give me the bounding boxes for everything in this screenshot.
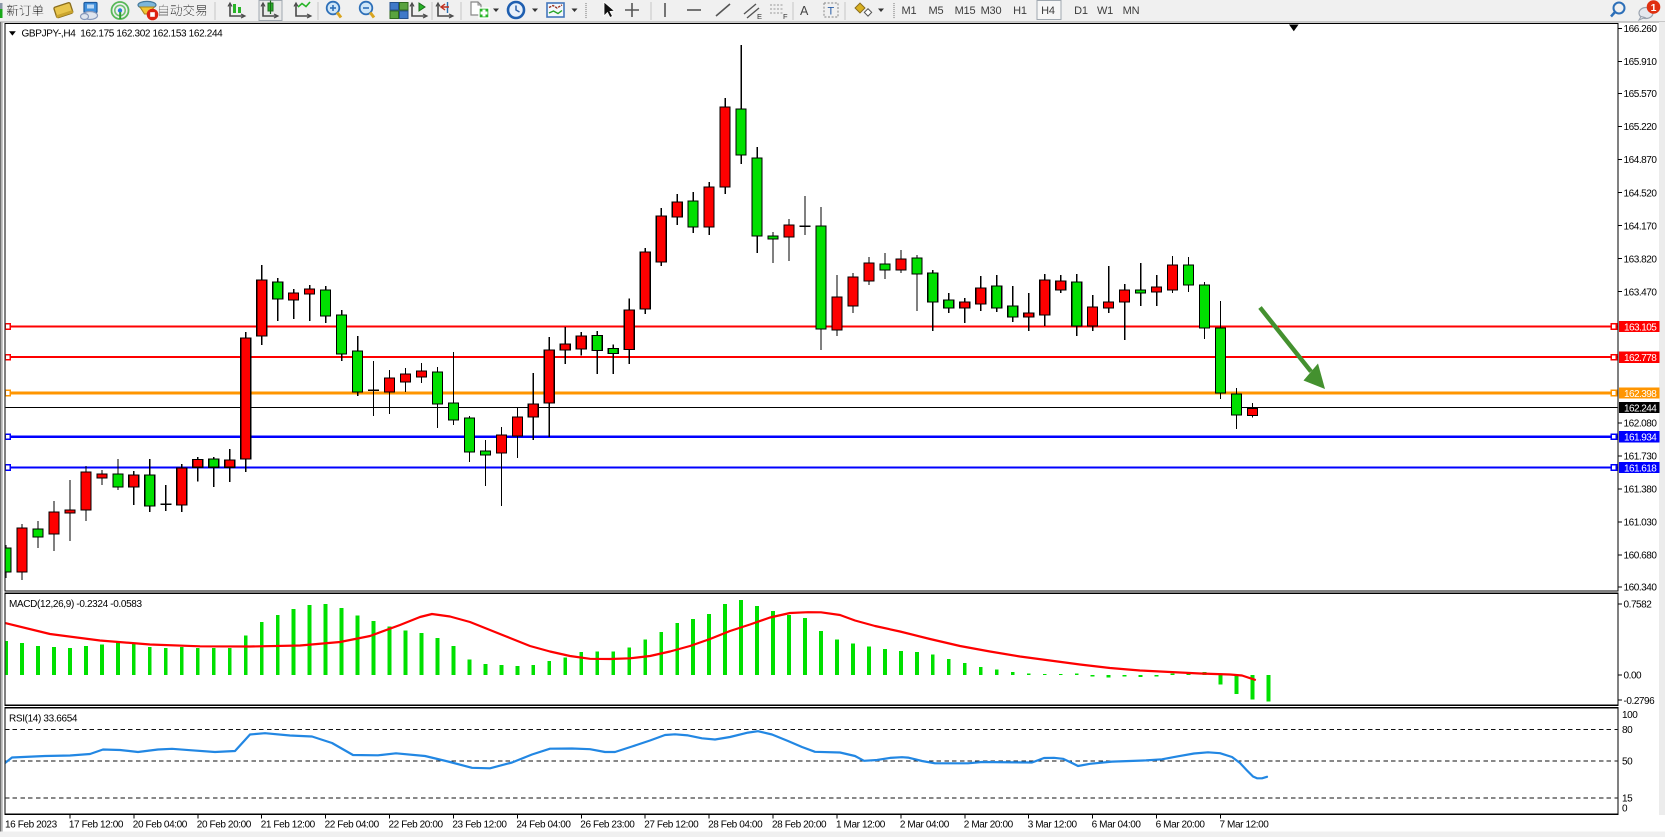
svg-text:162.778: 162.778	[1624, 353, 1657, 364]
svg-text:7 Mar 12:00: 7 Mar 12:00	[1220, 820, 1270, 831]
svg-text:MN: MN	[1123, 5, 1140, 17]
svg-text:27 Feb 12:00: 27 Feb 12:00	[644, 820, 699, 831]
svg-text:H4: H4	[1041, 5, 1055, 17]
svg-text:163.105: 163.105	[1624, 322, 1657, 333]
svg-text:28 Feb 20:00: 28 Feb 20:00	[772, 820, 827, 831]
svg-text:15: 15	[1622, 794, 1633, 805]
svg-text:162.244: 162.244	[1624, 403, 1657, 414]
svg-text:100: 100	[1622, 710, 1638, 721]
svg-text:164.170: 164.170	[1624, 221, 1658, 232]
svg-text:RSI(14) 33.6654: RSI(14) 33.6654	[9, 714, 78, 725]
svg-text:160.340: 160.340	[1624, 583, 1658, 594]
svg-text:161.618: 161.618	[1624, 463, 1657, 474]
svg-text:165.910: 165.910	[1624, 57, 1658, 68]
svg-text:D1: D1	[1074, 5, 1088, 17]
svg-text:-0.2796: -0.2796	[1624, 696, 1656, 707]
svg-text:23 Feb 12:00: 23 Feb 12:00	[452, 820, 507, 831]
svg-text:0.7582: 0.7582	[1624, 599, 1653, 610]
svg-text:6 Mar 04:00: 6 Mar 04:00	[1092, 820, 1142, 831]
svg-text:M1: M1	[902, 5, 917, 17]
svg-text:165.570: 165.570	[1624, 89, 1658, 100]
svg-text:161.030: 161.030	[1624, 518, 1658, 529]
svg-text:163.820: 163.820	[1624, 254, 1658, 265]
svg-text:161.730: 161.730	[1624, 452, 1658, 463]
svg-text:E: E	[757, 12, 762, 21]
svg-text:M30: M30	[981, 5, 1002, 17]
svg-text:1 Mar 12:00: 1 Mar 12:00	[836, 820, 886, 831]
svg-text:162.398: 162.398	[1624, 389, 1657, 400]
svg-text:24 Feb 04:00: 24 Feb 04:00	[516, 820, 571, 831]
svg-text:21 Feb 12:00: 21 Feb 12:00	[261, 820, 316, 831]
svg-text:GBPJPY-,H4 162.175 162.302 16: GBPJPY-,H4 162.175 162.302 162.153 162.2…	[22, 29, 224, 40]
svg-text:MACD(12,26,9) -0.2324 -0.0583: MACD(12,26,9) -0.2324 -0.0583	[9, 599, 142, 610]
svg-text:164.870: 164.870	[1624, 155, 1658, 166]
svg-text:80: 80	[1622, 725, 1633, 736]
svg-text:M15: M15	[955, 5, 976, 17]
svg-text:160.680: 160.680	[1624, 551, 1658, 562]
svg-text:26 Feb 23:00: 26 Feb 23:00	[580, 820, 635, 831]
svg-text:164.520: 164.520	[1624, 188, 1658, 199]
svg-text:T: T	[828, 6, 835, 18]
svg-text:20 Feb 04:00: 20 Feb 04:00	[133, 820, 188, 831]
svg-text:0.00: 0.00	[1624, 670, 1643, 681]
svg-text:17 Feb 12:00: 17 Feb 12:00	[69, 820, 124, 831]
svg-text:W1: W1	[1097, 5, 1113, 17]
svg-text:16 Feb 2023: 16 Feb 2023	[5, 820, 58, 831]
svg-text:2 Mar 20:00: 2 Mar 20:00	[964, 820, 1014, 831]
svg-text:166.260: 166.260	[1624, 24, 1658, 35]
svg-text:1: 1	[1651, 2, 1657, 14]
svg-text:28 Feb 04:00: 28 Feb 04:00	[708, 820, 763, 831]
svg-text:22 Feb 04:00: 22 Feb 04:00	[325, 820, 380, 831]
svg-text:2 Mar 04:00: 2 Mar 04:00	[900, 820, 950, 831]
svg-text:F: F	[783, 12, 788, 21]
svg-text:50: 50	[1622, 757, 1633, 768]
svg-text:3 Mar 12:00: 3 Mar 12:00	[1028, 820, 1078, 831]
svg-text:163.470: 163.470	[1624, 287, 1658, 298]
svg-text:0: 0	[1622, 803, 1628, 814]
svg-text:H1: H1	[1013, 5, 1027, 17]
svg-text:22 Feb 20:00: 22 Feb 20:00	[389, 820, 444, 831]
svg-text:165.220: 165.220	[1624, 122, 1658, 133]
svg-text:6 Mar 20:00: 6 Mar 20:00	[1156, 820, 1206, 831]
svg-text:161.380: 161.380	[1624, 485, 1658, 496]
svg-text:M5: M5	[929, 5, 944, 17]
svg-text:161.934: 161.934	[1624, 433, 1657, 444]
svg-text:162.080: 162.080	[1624, 419, 1658, 430]
svg-text:A: A	[800, 4, 809, 18]
svg-text:20 Feb 20:00: 20 Feb 20:00	[197, 820, 252, 831]
